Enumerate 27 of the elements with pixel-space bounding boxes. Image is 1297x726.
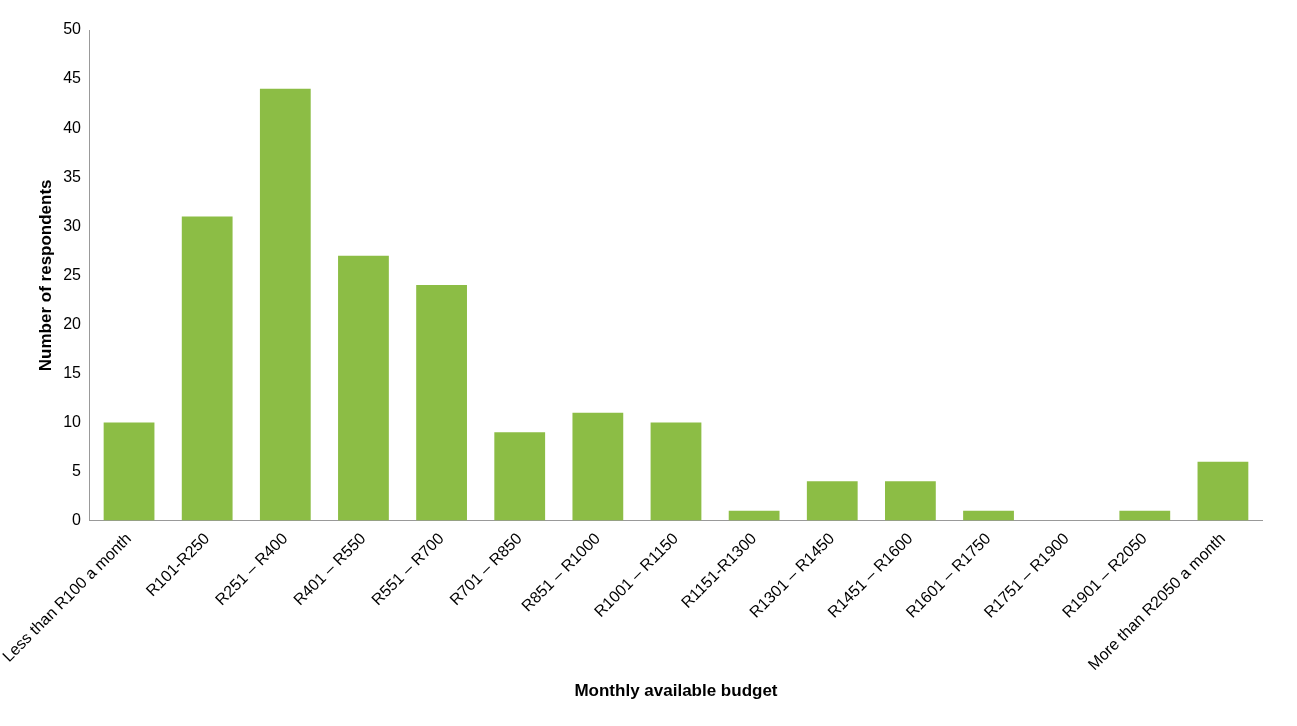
bar [259,88,311,521]
bar [728,510,780,521]
bar [650,422,702,521]
bar [103,422,155,521]
bar [1119,510,1171,521]
y-axis-title: Number of respondents [35,179,55,372]
y-tick-label: 0 [72,510,82,528]
y-tick-label: 5 [72,461,82,479]
y-tick-label: 10 [63,412,82,430]
bar [338,255,389,521]
y-tick-label: 50 [63,20,82,38]
bar [416,285,467,521]
bar [885,481,936,521]
bar [181,216,233,521]
y-tick-label: 15 [63,363,82,381]
bar [1197,461,1249,521]
y-tick-label: 45 [63,69,82,87]
y-tick-label: 30 [63,216,82,234]
bar [494,432,546,521]
y-tick-label: 35 [63,167,82,185]
y-tick-label: 25 [63,265,82,283]
bar [963,510,1014,521]
bar [806,481,858,521]
x-axis-title: Monthly available budget [574,681,778,701]
y-tick-label: 40 [63,118,82,136]
y-tick-label: 20 [63,314,82,332]
bar [572,412,624,521]
